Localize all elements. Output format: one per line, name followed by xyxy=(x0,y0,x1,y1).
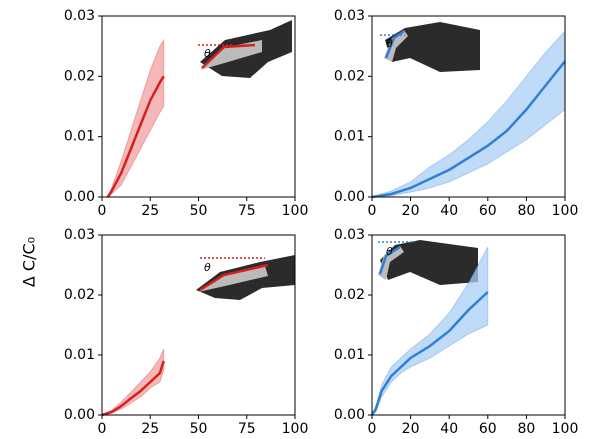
y-tick-label: 0.00 xyxy=(64,407,95,423)
x-tick-label: 0 xyxy=(368,421,377,437)
x-tick-label: 50 xyxy=(190,203,208,219)
hand-illustration xyxy=(378,240,478,285)
band xyxy=(371,246,489,416)
y-tick-label: 0.00 xyxy=(334,407,365,423)
y-tick-label: 0.00 xyxy=(64,189,95,205)
line xyxy=(101,360,165,417)
hand-illustration xyxy=(196,255,295,300)
x-tick-label: 100 xyxy=(282,203,309,219)
x-tick-label: 100 xyxy=(552,421,579,437)
y-tick-label: 0.01 xyxy=(334,347,365,363)
x-tick-label: 50 xyxy=(190,421,208,437)
x-tick-label: 0 xyxy=(368,203,377,219)
y-axis-label: Δ C/C₀ xyxy=(20,237,39,287)
y-tick-label: 0.03 xyxy=(64,227,95,243)
x-tick-label: 25 xyxy=(141,421,159,437)
y-tick-label: 0.01 xyxy=(64,347,95,363)
axes-frame xyxy=(101,234,296,416)
annotation: θ xyxy=(204,261,211,274)
x-tick-label: 75 xyxy=(238,421,256,437)
x-tick-label: 0 xyxy=(98,203,107,219)
y-tick-label: 0.02 xyxy=(64,287,95,303)
annotation: θ xyxy=(204,47,211,60)
x-tick-label: 80 xyxy=(517,421,535,437)
hand-illustration xyxy=(198,20,292,78)
x-tick-label: 100 xyxy=(552,203,579,219)
x-tick-label: 60 xyxy=(479,203,497,219)
y-tick-label: 0.03 xyxy=(334,8,365,24)
line xyxy=(106,75,165,198)
y-tick-label: 0.02 xyxy=(334,287,365,303)
y-tick-label: 0.03 xyxy=(334,227,365,243)
x-tick-label: 20 xyxy=(402,421,420,437)
line xyxy=(370,291,489,416)
y-tick-label: 0.02 xyxy=(64,68,95,84)
x-tick-label: 40 xyxy=(440,203,458,219)
axes-frame xyxy=(371,234,566,416)
axes-frame xyxy=(101,15,296,198)
x-tick-label: 60 xyxy=(479,421,497,437)
x-tick-label: 40 xyxy=(440,421,458,437)
band xyxy=(101,348,165,416)
band xyxy=(107,38,165,198)
y-tick-label: 0.03 xyxy=(64,8,95,24)
x-tick-label: 25 xyxy=(141,203,159,219)
x-tick-label: 20 xyxy=(402,203,420,219)
x-tick-label: 75 xyxy=(238,203,256,219)
annotation: θ xyxy=(386,37,393,50)
x-tick-label: 80 xyxy=(517,203,535,219)
y-tick-label: 0.02 xyxy=(334,68,365,84)
y-tick-label: 0.00 xyxy=(334,189,365,205)
axes-frame xyxy=(371,15,566,198)
y-tick-label: 0.01 xyxy=(64,129,95,145)
y-tick-label: 0.01 xyxy=(334,129,365,145)
x-tick-label: 100 xyxy=(282,421,309,437)
line xyxy=(371,60,566,199)
annotation: θ xyxy=(386,245,393,258)
hand-illustration xyxy=(380,22,480,72)
x-tick-label: 0 xyxy=(98,421,107,437)
